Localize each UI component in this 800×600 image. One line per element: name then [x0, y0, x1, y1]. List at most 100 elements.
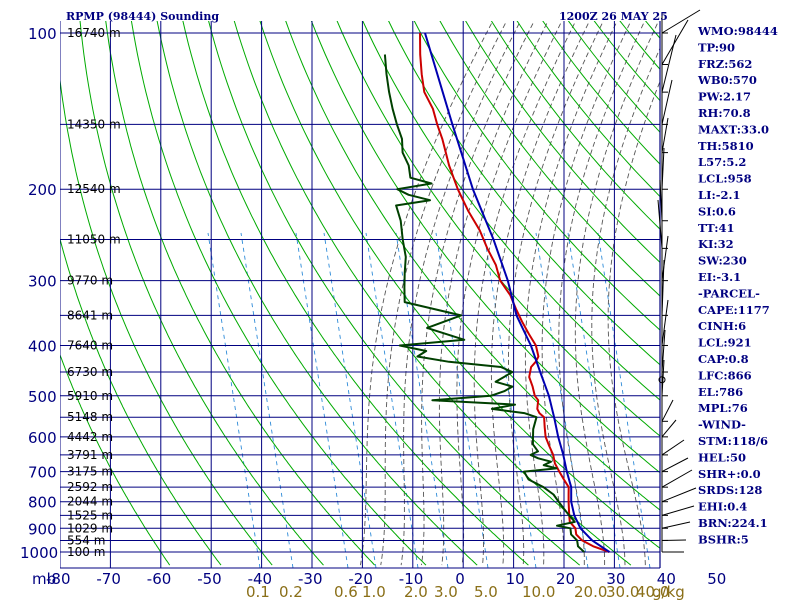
sounding-index: SRDS:128 — [698, 483, 762, 497]
temperature-tick-label: 20 — [556, 570, 575, 588]
mixing-ratio-line — [483, 232, 537, 568]
moist-adiabat — [359, 21, 494, 566]
mixing-ratio-line — [295, 232, 349, 568]
sounding-index: LCL:958 — [698, 172, 752, 186]
dry-adiabat — [310, 21, 660, 474]
temperature-tick-label: -10 — [399, 570, 424, 588]
mixing-ratio-label: 5.0 — [474, 583, 498, 600]
sounding-index: KI:32 — [698, 237, 734, 251]
wind-barb — [661, 419, 677, 438]
mixing-ratio-unit-label: g/kg — [652, 583, 685, 600]
temperature-tick-label: 40 — [657, 570, 676, 588]
temperature-tick-label: -40 — [248, 570, 273, 588]
wind-barb — [661, 439, 685, 456]
height-label: 5148 m — [67, 410, 113, 424]
sounding-index: PW:2.17 — [698, 90, 751, 104]
wind-barb — [661, 19, 689, 65]
dry-adiabat — [336, 21, 660, 437]
dry-adiabat — [285, 21, 660, 511]
isobar-grid — [60, 21, 661, 569]
sounding-index: HEL:50 — [698, 450, 746, 464]
height-label: 3791 m — [67, 448, 113, 462]
height-label: 8641 m — [67, 308, 113, 322]
wind-barb — [657, 199, 663, 249]
height-label: 4442 m — [67, 430, 113, 444]
sounding-index: BRN:224.1 — [698, 516, 768, 530]
sounding-index: LFC:866 — [698, 368, 752, 382]
dry-adiabat — [465, 21, 660, 264]
wind-barb — [661, 359, 665, 396]
axis-labels: 0.1 0.2 0.6 1.0 2.0 3.0 5.0 10.0 20.030.040.0g/k… — [20, 24, 778, 600]
pressure-tick-label: 400 — [28, 337, 57, 355]
temperature-tick-label: -30 — [298, 570, 323, 588]
wind-barb — [661, 9, 701, 34]
height-label: 2592 m — [67, 480, 113, 494]
chart-title: RPMP (98444) Sounding — [66, 10, 219, 23]
height-label: 100 m — [67, 545, 105, 559]
sounding-index: -PARCEL- — [698, 286, 760, 300]
sounding-index: FRZ:562 — [698, 57, 752, 71]
sounding-index: SI:0.6 — [698, 204, 736, 218]
temperature-tick-label: 0 — [455, 570, 465, 588]
moist-adiabat — [380, 21, 508, 566]
mixing-ratio-line — [365, 232, 419, 568]
moist-adiabat — [591, 47, 660, 566]
wind-barb — [661, 117, 669, 153]
mixing-ratio-label: 30.0 — [606, 583, 639, 600]
temperature-tick-label: 30 — [606, 570, 625, 588]
temperature-tick-label: 10 — [506, 570, 525, 588]
dewpoint-trace — [383, 54, 585, 553]
height-label: 9770 m — [67, 274, 113, 288]
sounding-index: WB0:570 — [697, 73, 757, 87]
wind-barb — [661, 487, 697, 503]
sounding-index: STM:118/6 — [698, 434, 768, 448]
wind-barb — [661, 79, 673, 125]
height-label: 6730 m — [67, 365, 113, 379]
pressure-tick-label: 700 — [28, 464, 57, 482]
wind-barb — [661, 469, 693, 488]
height-label: 554 m — [67, 533, 105, 547]
temperature-tick-label: -70 — [96, 570, 121, 588]
pressure-tick-label: 100 — [28, 25, 57, 43]
mixing-ratio-line — [207, 232, 261, 568]
sounding-traces — [383, 32, 610, 553]
sounding-index: EHI:0.4 — [698, 500, 747, 514]
moist-adiabat — [400, 21, 521, 566]
sounding-index: CAPE:1177 — [698, 303, 770, 317]
height-label: 5910 m — [67, 389, 113, 403]
wind-barb — [659, 179, 663, 221]
temperature-tick-label: -60 — [147, 570, 172, 588]
moist-adiabat-lines — [359, 21, 660, 566]
wind-barb — [661, 299, 669, 346]
height-label: 12540 m — [67, 182, 121, 196]
temperature-tick-label: -80 — [46, 570, 71, 588]
pressure-tick-label: 1000 — [20, 544, 58, 562]
sounding-index: -WIND- — [698, 418, 746, 432]
temperature-tick-label: -20 — [348, 570, 373, 588]
dry-adiabat — [593, 21, 660, 102]
mixing-ratio-label: 10.0 — [522, 583, 555, 600]
pressure-unit-label: mb — [32, 570, 56, 588]
wind-barb — [661, 259, 665, 316]
height-label: 1029 m — [67, 521, 113, 535]
dry-adiabat — [788, 9, 800, 565]
sounding-index: CAP:0.8 — [698, 352, 749, 366]
sounding-index: SW:230 — [698, 254, 747, 268]
sounding-index: CINH:6 — [698, 319, 746, 333]
moist-adiabat — [421, 21, 535, 566]
pressure-tick-label: 300 — [28, 273, 57, 291]
mixing-ratio-label: 2.0 — [404, 583, 428, 600]
isotherm-grid — [60, 21, 615, 568]
temperature-tick-label: -50 — [197, 570, 222, 588]
dry-adiabat-lines — [60, 9, 800, 566]
dry-adiabat — [362, 21, 660, 401]
sounding-index: WMO:98444 — [697, 24, 778, 38]
sounding-time: 1200Z 26 MAY 25 — [559, 10, 668, 23]
mixing-ratio-line — [240, 232, 294, 568]
dry-adiabat — [439, 21, 660, 297]
height-label: 2044 m — [67, 495, 113, 509]
wind-barb — [661, 505, 695, 516]
dry-adiabat — [259, 21, 660, 549]
pressure-tick-label: 800 — [28, 494, 57, 512]
